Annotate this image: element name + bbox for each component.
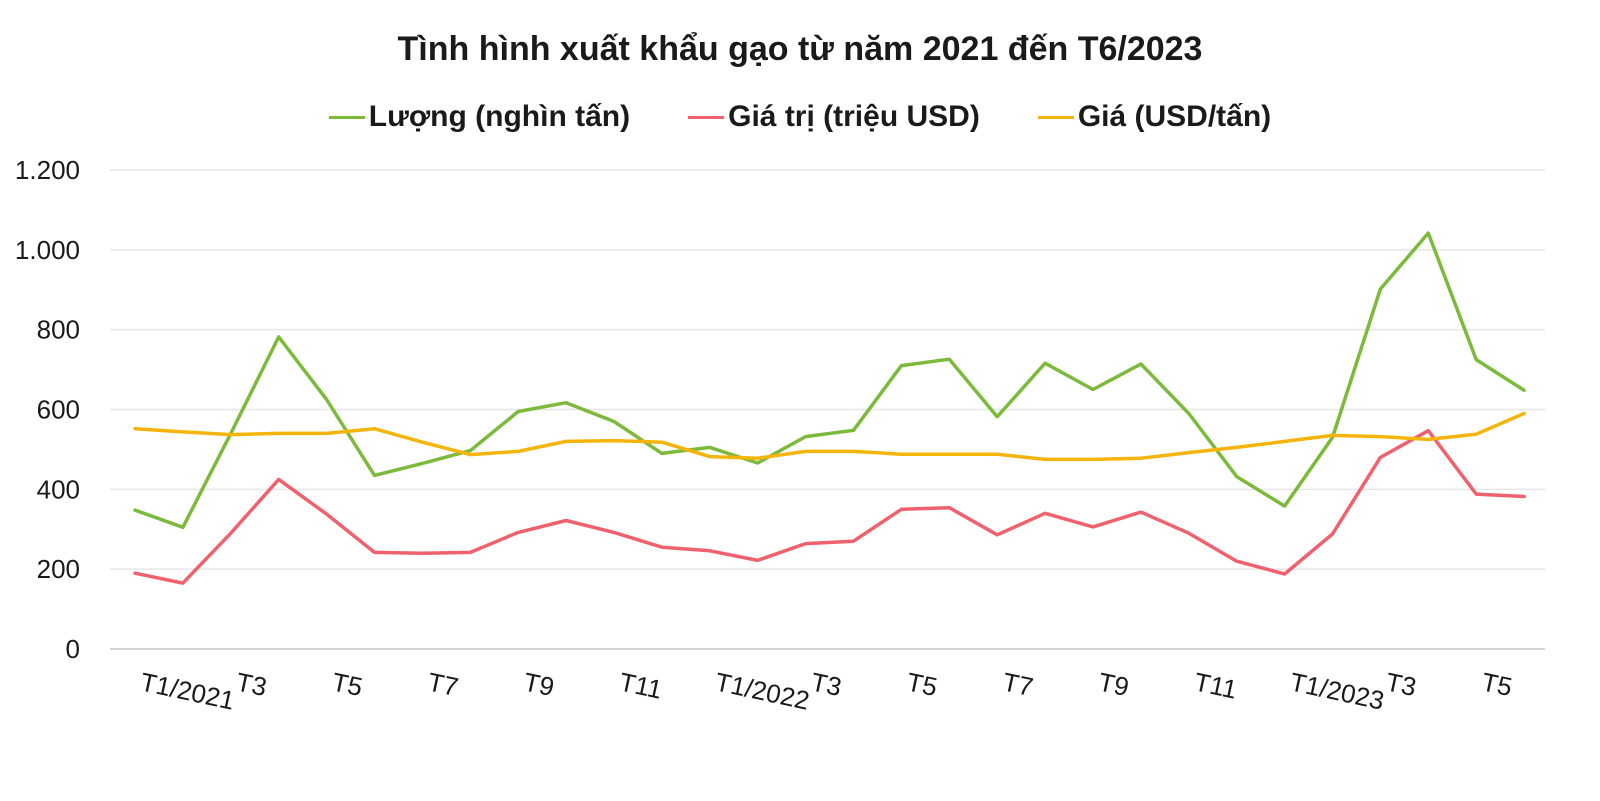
legend-item-gia-tri: Giá trị (triệu USD)	[688, 100, 980, 134]
y-tick-label: 200	[37, 554, 80, 584]
y-tick-label: 400	[37, 474, 80, 504]
y-tick-label: 0	[66, 634, 80, 664]
x-tick-label: T5	[329, 667, 365, 703]
x-tick-label: T11	[1192, 667, 1240, 705]
y-tick-label: 800	[37, 315, 80, 345]
series-line-luong	[133, 231, 1526, 530]
x-tick-label: T1/2022	[713, 667, 813, 716]
legend-swatch-gia	[1037, 115, 1074, 119]
x-tick-label: T7	[425, 667, 461, 703]
legend-item-gia: Giá (USD/tấn)	[1037, 100, 1272, 134]
y-tick-label: 1.200	[15, 155, 80, 185]
x-tick-label: T1/2023	[1287, 667, 1387, 716]
series-line-gia	[133, 411, 1526, 462]
x-tick-label: T11	[617, 667, 665, 705]
x-tick-label: T3	[808, 667, 844, 703]
legend-label-gia-tri: Giá trị (triệu USD)	[728, 100, 980, 133]
series-line-gia-tri	[133, 428, 1526, 585]
chart-legend: Lượng (nghìn tấn) Giá trị (triệu USD) Gi…	[0, 100, 1600, 134]
x-tick-label: T7	[1000, 667, 1036, 703]
legend-swatch-luong	[328, 115, 365, 119]
x-tick-label: T9	[1096, 667, 1132, 703]
x-tick-label: T3	[234, 667, 270, 703]
x-tick-label: T3	[1383, 667, 1419, 703]
x-tick-label: T9	[521, 667, 557, 703]
legend-item-luong: Lượng (nghìn tấn)	[328, 100, 631, 134]
x-tick-label: T5	[904, 667, 940, 703]
legend-label-luong: Lượng (nghìn tấn)	[368, 100, 631, 133]
y-tick-label: 1.000	[15, 235, 80, 265]
x-tick-label: T1/2021	[138, 667, 238, 716]
chart-title: Tình hình xuất khẩu gạo từ năm 2021 đến …	[397, 30, 1203, 68]
y-tick-label: 600	[37, 395, 80, 425]
legend-swatch-gia-tri	[688, 115, 725, 119]
x-tick-label: T5	[1479, 667, 1515, 703]
legend-label-gia: Giá (USD/tấn)	[1077, 100, 1272, 133]
